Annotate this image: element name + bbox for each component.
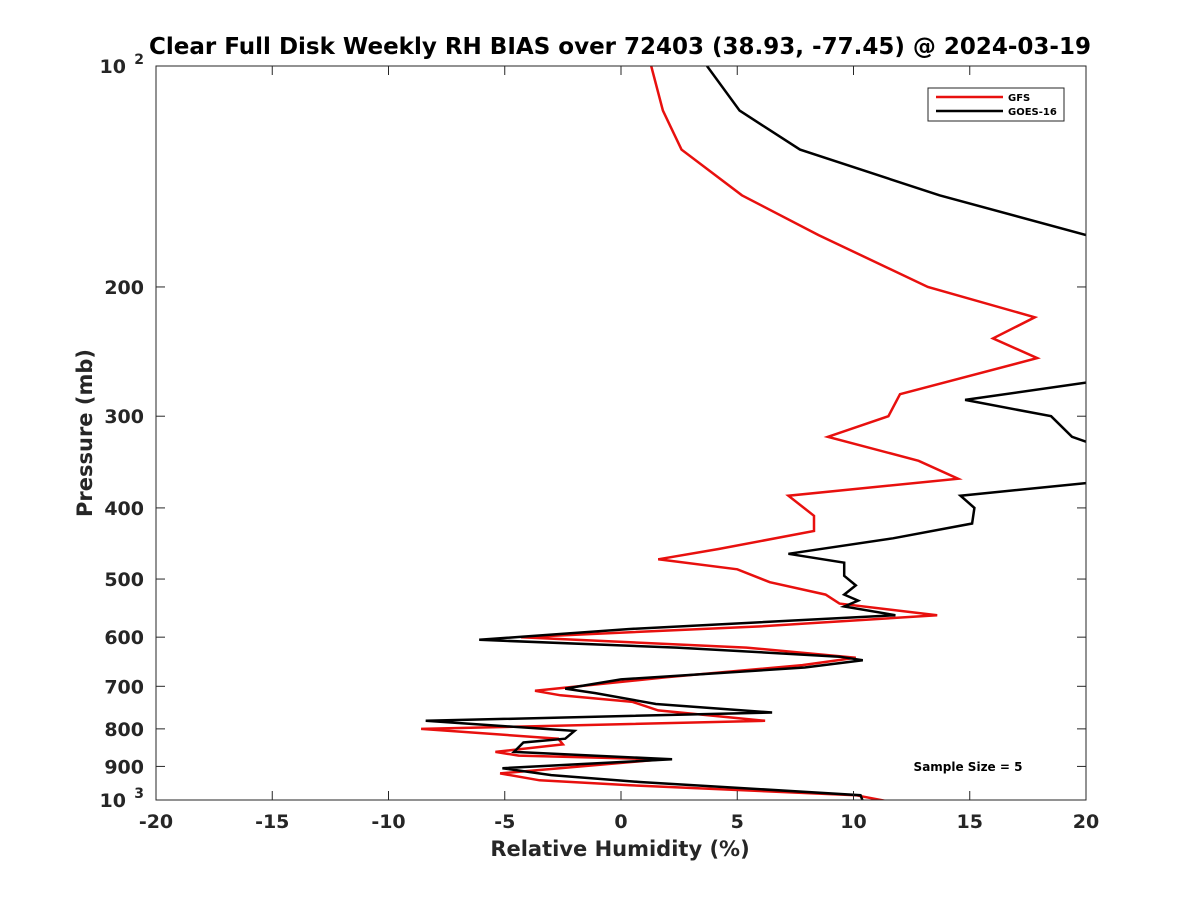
y-tick-exponent: 3 [134, 786, 144, 802]
x-tick-label: -15 [255, 811, 289, 833]
x-tick-label: 15 [957, 811, 983, 833]
legend-label-gfs: GFS [1008, 93, 1030, 104]
y-tick-label: 400 [104, 498, 144, 520]
y-tick-label: 600 [104, 627, 144, 649]
series-line-goes-16 [425, 66, 1086, 800]
chart-title: Clear Full Disk Weekly RH BIAS over 7240… [149, 34, 1091, 60]
x-tick-label: 0 [614, 811, 627, 833]
x-tick-label: 20 [1073, 811, 1099, 833]
x-axis: -20 -15 -10 -5 0 5 10 15 20 [139, 66, 1099, 833]
y-tick-label: 10 [100, 790, 126, 812]
legend: GFS GOES-16 [927, 87, 1065, 122]
y-tick-label: 900 [104, 756, 144, 778]
y-axis-label: Pressure (mb) [73, 349, 97, 517]
sample-size-annotation: Sample Size = 5 [914, 760, 1023, 774]
x-tick-label: -10 [371, 811, 405, 833]
y-tick-exponent: 2 [134, 52, 144, 68]
y-tick-label: 800 [104, 719, 144, 741]
x-tick-label: -5 [494, 811, 515, 833]
y-tick-label: 700 [104, 676, 144, 698]
x-tick-label: 5 [731, 811, 744, 833]
y-tick-label: 300 [104, 406, 144, 428]
y-axis: 10 2 200 300 400 500 600 700 800 900 10 3 [100, 52, 1086, 812]
legend-label-goes16: GOES-16 [1008, 107, 1057, 118]
y-tick-label: 200 [104, 277, 144, 299]
y-tick-label: 10 [100, 56, 126, 78]
x-tick-label: -20 [139, 811, 173, 833]
series-layer [421, 66, 1086, 800]
series-line-gfs [421, 66, 1041, 800]
plot-frame [155, 65, 1087, 801]
y-tick-label: 500 [104, 569, 144, 591]
x-axis-label: Relative Humidity (%) [490, 837, 749, 861]
x-tick-label: 10 [840, 811, 866, 833]
legend-box [927, 87, 1065, 122]
